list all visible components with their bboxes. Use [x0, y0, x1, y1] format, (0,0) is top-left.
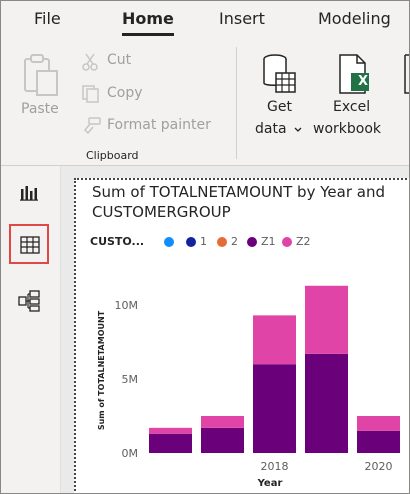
copy-icon [82, 85, 99, 103]
legend-marker [247, 237, 257, 247]
paste-button[interactable]: Paste [17, 51, 67, 121]
tab-modeling[interactable]: Modeling [318, 9, 391, 28]
chevron-down-icon [294, 127, 302, 132]
x-axis-title: Year [257, 478, 283, 489]
chart-title: Sum of TOTALNETAMOUNT by Year and CUSTOM… [92, 183, 385, 221]
format-painter-label: Format painter [107, 117, 211, 133]
model-view-button[interactable] [9, 280, 49, 320]
excel-icon-letter: X [357, 74, 369, 89]
report-view-icon [20, 186, 38, 201]
report-view-button[interactable] [9, 172, 49, 212]
y-axis-title: Sum of TOTALNETAMOUNT [97, 310, 106, 430]
bar-segment [201, 416, 244, 428]
partial-ribbon-icon [404, 54, 409, 94]
excel-label-line2: workbook [313, 121, 382, 137]
paste-label: Paste [21, 101, 59, 117]
active-tab-indicator [122, 33, 174, 36]
get-data-button[interactable]: Get data [249, 51, 309, 143]
bar-segment [305, 353, 348, 453]
ribbon-tab-bar: File Home Insert Modeling [1, 1, 409, 37]
scissors-icon [82, 53, 98, 71]
format-painter-icon [83, 117, 101, 135]
bar-segment [149, 433, 192, 453]
legend-label: Z2 [296, 235, 311, 248]
bar-segment [305, 285, 348, 354]
legend-label: Z1 [261, 235, 276, 248]
legend-label: 1 [200, 235, 207, 248]
ribbon-group-divider [236, 47, 237, 159]
excel-workbook-button[interactable]: X Excel workbook [311, 51, 395, 143]
legend-label: 2 [231, 235, 238, 248]
report-canvas: Sum of TOTALNETAMOUNT by Year and CUSTOM… [61, 166, 409, 493]
copy-button[interactable]: Copy [79, 83, 169, 105]
y-tick-label: 5M [122, 373, 139, 386]
legend-marker [217, 237, 227, 247]
bar-segment [253, 315, 296, 365]
legend-title: CUSTO... [90, 235, 145, 248]
copy-label: Copy [107, 85, 143, 101]
tab-file[interactable]: File [34, 9, 61, 28]
format-painter-button[interactable]: Format painter [79, 115, 229, 137]
tab-insert[interactable]: Insert [219, 9, 265, 28]
cut-label: Cut [107, 52, 132, 68]
view-switcher [1, 166, 61, 493]
get-data-label-line1: Get [267, 99, 292, 115]
clipboard-group-label: Clipboard [86, 149, 139, 162]
tab-home[interactable]: Home [122, 9, 174, 28]
x-tick-label: 2020 [365, 460, 393, 473]
y-tick-label: 0M [122, 447, 139, 460]
ribbon: Paste Cut Copy Forma [1, 37, 409, 166]
stacked-column-chart-visual[interactable]: Sum of TOTALNETAMOUNT by Year and CUSTOM… [74, 178, 409, 493]
excel-label-line1: Excel [333, 99, 371, 115]
legend-marker [186, 237, 196, 247]
x-tick-label: 2018 [261, 460, 289, 473]
bar-segment [201, 427, 244, 453]
database-table-icon [263, 54, 296, 93]
bar-segment [149, 427, 192, 434]
get-data-label-line2: data [255, 121, 287, 137]
legend-marker [282, 237, 292, 247]
data-view-icon [20, 236, 40, 254]
paste-icon [24, 54, 58, 96]
data-view-button[interactable] [9, 224, 49, 264]
excel-icon [339, 54, 369, 94]
chart-plot-area: Sum of TOTALNETAMOUNT 0M 5M 10M 2018 2020 Year [97, 285, 400, 489]
legend-marker [164, 237, 174, 247]
bar-segment [357, 416, 400, 431]
y-tick-label: 10M [115, 299, 139, 312]
bar-segment [253, 364, 296, 453]
model-view-icon [18, 290, 40, 312]
cut-button[interactable]: Cut [79, 51, 159, 73]
bar-segment [357, 430, 400, 453]
